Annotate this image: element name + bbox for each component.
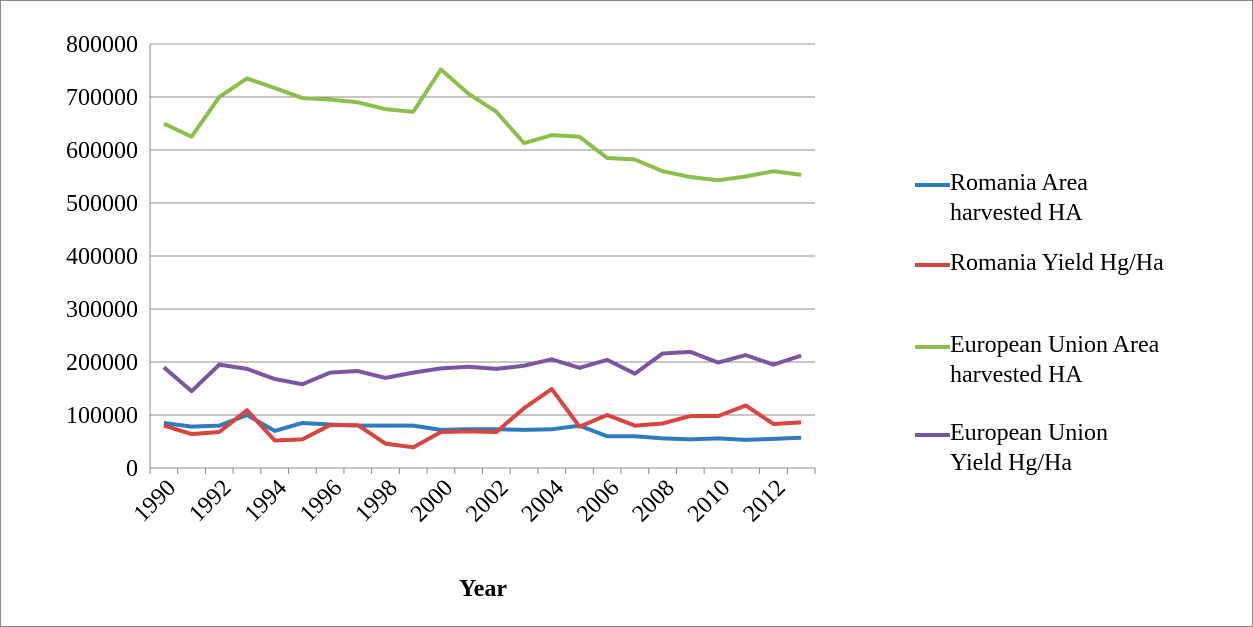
y-tick-label: 800000 [66,32,138,58]
y-tick-label: 400000 [66,244,138,270]
y-tick-label: 500000 [66,191,138,217]
legend-label: Romania Area harvested HA [950,170,1088,226]
series-line [162,349,802,394]
series-line [162,67,802,183]
y-tick-label: 100000 [66,403,138,429]
legend-label: Romania Yield Hg/Ha [950,250,1164,276]
series-line [163,387,802,450]
y-tick-label: 0 [126,456,138,482]
y-tick-label: 700000 [66,85,138,111]
y-tick-label: 200000 [66,350,138,376]
y-tick-label: 600000 [66,138,138,164]
legend-label: European Union Yield Hg/Ha [950,420,1108,476]
y-tick-label: 300000 [66,297,138,323]
x-axis-title: Year [459,576,507,602]
legend-label: European Union Area harvested HA [950,332,1160,388]
series-line [163,413,802,442]
